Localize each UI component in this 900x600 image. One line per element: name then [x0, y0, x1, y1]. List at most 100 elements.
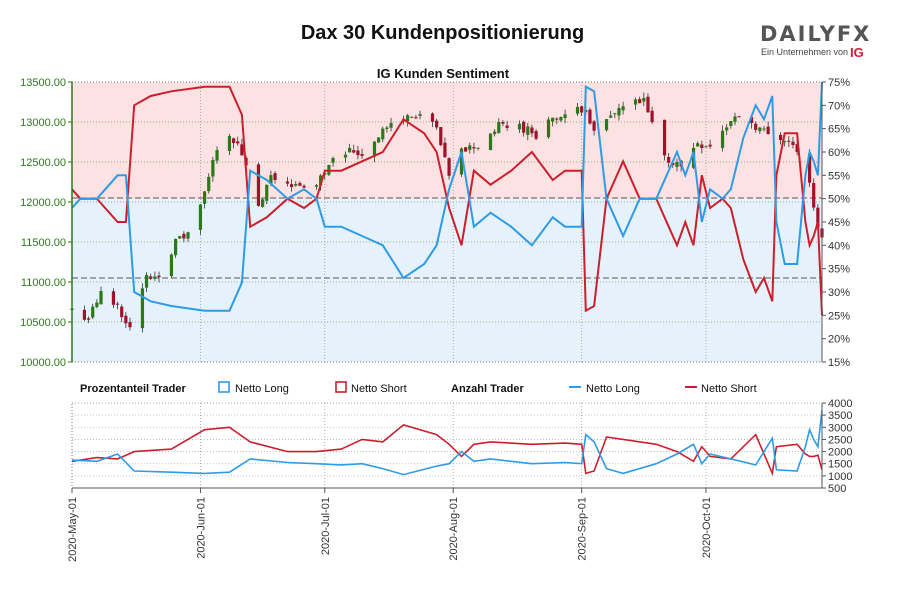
- pct-tick-label: 55%: [828, 170, 850, 182]
- candle-body: [302, 185, 306, 188]
- candle-body: [725, 127, 729, 131]
- legend: Prozentanteil Trader Netto Long Netto Sh…: [80, 381, 757, 395]
- candle-body: [476, 147, 480, 149]
- legend-count-label: Anzahl Trader: [451, 383, 524, 395]
- candle-body: [202, 191, 207, 204]
- candle-body: [700, 144, 704, 149]
- candle-body: [729, 121, 733, 126]
- date-tick-label: 2020-Oct-01: [701, 497, 713, 558]
- date-tick-label: 2020-Sep-01: [577, 497, 589, 561]
- candle-body: [530, 127, 534, 134]
- price-tick-label: 10500.00: [20, 317, 66, 329]
- candle-body: [406, 115, 410, 122]
- candle-body: [646, 96, 650, 113]
- candle-body: [733, 116, 737, 122]
- candle-body: [314, 185, 319, 187]
- candle-body: [464, 147, 468, 152]
- date-axis-ticks: 2020-May-01 2020-Jun-01 2020-Jul-01 2020-Au…: [67, 488, 713, 562]
- pct-axis-ticks: 75% 70% 65% 60% 55% 50% 45% 40% 35% 30% 25% 20% 15%: [822, 77, 850, 369]
- brand-tagline: Ein Unternehmen von: [761, 47, 849, 57]
- candle-body: [377, 137, 381, 143]
- brand-mark: IG: [850, 45, 864, 60]
- candle-body: [555, 118, 559, 120]
- candle-body: [559, 117, 563, 121]
- count-tick-label: 2000: [828, 447, 852, 459]
- count-tick-label: 3000: [828, 422, 852, 434]
- price-tick-label: 12000.00: [20, 197, 66, 209]
- pct-tick-label: 30%: [828, 287, 850, 299]
- pct-tick-label: 60%: [828, 147, 850, 159]
- candle-body: [115, 303, 120, 305]
- candle-body: [356, 150, 360, 156]
- trader-count-frame: [71, 402, 823, 489]
- candle-body: [372, 141, 377, 157]
- candle-body: [265, 184, 269, 201]
- candle-body: [120, 306, 124, 318]
- candle-body: [410, 116, 414, 118]
- legend-pct-short-label: Netto Short: [351, 383, 407, 395]
- candle-body: [493, 131, 497, 135]
- price-axis-ticks: 13500.00 13000.00 12500.00 12000.00 11500.00…: [20, 77, 72, 369]
- trader-count-grid: [72, 402, 822, 489]
- candle-body: [795, 144, 799, 153]
- candle-body: [430, 113, 435, 122]
- pct-tick-label: 70%: [828, 100, 850, 112]
- candle-body: [551, 117, 555, 122]
- pct-tick-label: 50%: [828, 194, 850, 206]
- candle-body: [261, 199, 265, 207]
- legend-count-long-label: Netto Long: [586, 383, 640, 395]
- candle-body: [447, 158, 451, 176]
- legend-count-short-label: Netto Short: [701, 383, 757, 395]
- candle-body: [791, 141, 795, 146]
- candle-body: [807, 153, 812, 183]
- candle-body: [82, 309, 87, 320]
- date-tick-label: 2020-May-01: [67, 497, 79, 562]
- candle-body: [667, 156, 671, 163]
- candle-body: [182, 233, 186, 239]
- candle-body: [501, 122, 505, 124]
- price-grid: [72, 82, 822, 362]
- candle-body: [505, 125, 509, 128]
- candle-body: [360, 153, 364, 156]
- candle-body: [563, 114, 567, 119]
- pct-tick-label: 20%: [828, 334, 850, 346]
- candle-body: [128, 322, 132, 328]
- candle-body: [439, 127, 443, 146]
- candle-body: [526, 126, 530, 135]
- legend-pct-short-swatch: [335, 381, 347, 393]
- candle-body: [178, 236, 182, 239]
- candle-body: [207, 176, 211, 192]
- price-tick-label: 11500.00: [21, 237, 66, 249]
- candle-body: [236, 141, 240, 144]
- candle-body: [522, 121, 526, 133]
- candle-body: [650, 110, 654, 123]
- candle-body: [762, 128, 766, 130]
- candle-body: [812, 182, 816, 208]
- candle-body: [609, 115, 613, 118]
- candle-body: [385, 127, 389, 129]
- candle-body: [575, 106, 580, 114]
- candle-body: [708, 144, 712, 147]
- date-tick-label: 2020-Aug-01: [448, 497, 460, 561]
- brand-name: DAILYFX: [760, 22, 872, 46]
- candle-body: [186, 232, 190, 239]
- price-tick-label: 10000.00: [20, 357, 66, 369]
- candle-body: [621, 106, 625, 111]
- candle-body: [580, 106, 584, 113]
- candle-body: [787, 140, 791, 142]
- candle-body: [414, 117, 418, 119]
- candle-body: [256, 164, 261, 206]
- candle-body: [749, 117, 754, 124]
- candle-body: [232, 138, 236, 144]
- date-tick-label: 2020-Jul-01: [320, 497, 332, 555]
- price-tick-label: 11000.00: [21, 277, 66, 289]
- pct-tick-label: 35%: [828, 264, 850, 276]
- candle-body: [319, 175, 323, 186]
- candle-body: [617, 108, 621, 116]
- brand-logo: DAILYFX Ein Unternehmen von IG: [760, 22, 870, 62]
- candle-body: [269, 175, 273, 184]
- candle-body: [696, 143, 700, 147]
- candle-body: [720, 130, 725, 148]
- candle-body: [604, 119, 609, 131]
